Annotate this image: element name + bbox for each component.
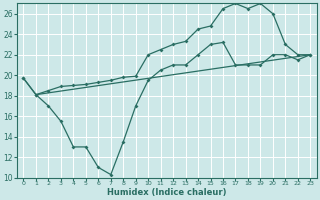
X-axis label: Humidex (Indice chaleur): Humidex (Indice chaleur) <box>107 188 227 197</box>
